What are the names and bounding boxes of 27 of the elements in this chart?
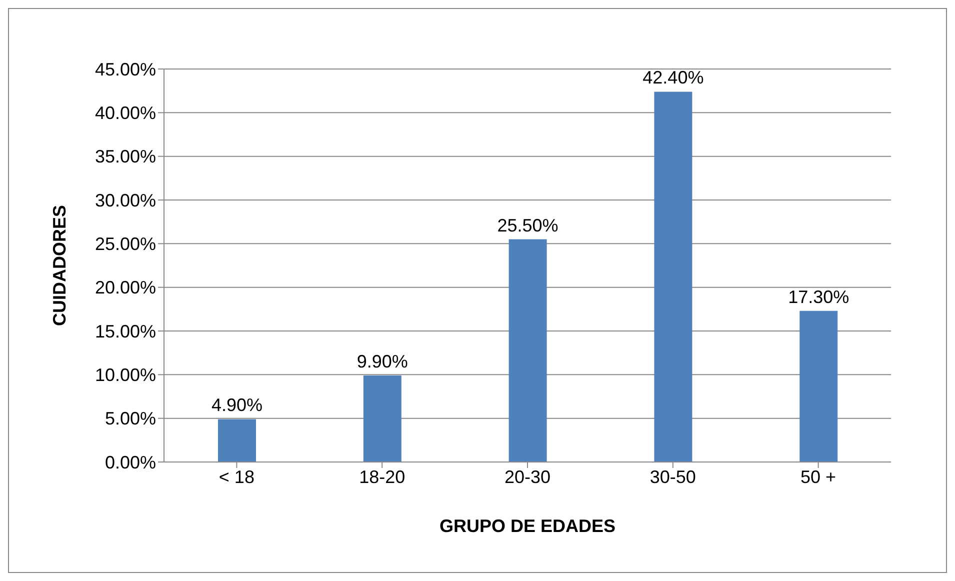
bar	[363, 376, 402, 462]
y-tick-label: 40.00%	[94, 103, 156, 124]
data-label: 9.90%	[356, 352, 408, 372]
x-tick-label: 18-20	[359, 466, 406, 487]
data-label: 4.90%	[211, 395, 263, 416]
y-tick-label: 25.00%	[94, 234, 156, 254]
y-tick-label: 10.00%	[94, 365, 156, 386]
y-tick-label: 5.00%	[104, 408, 156, 429]
bar	[654, 92, 692, 462]
bar	[800, 310, 838, 462]
x-tick-label: 20-30	[504, 466, 551, 487]
data-label: 17.30%	[788, 286, 850, 307]
y-tick-label: 0.00%	[104, 452, 156, 472]
y-tick-label: 30.00%	[94, 190, 156, 210]
y-axis-title: CUIDADORES	[49, 204, 70, 326]
data-label: 25.50%	[497, 215, 558, 236]
y-tick-label: 45.00%	[94, 59, 156, 80]
bar	[218, 419, 256, 462]
bar	[508, 239, 547, 462]
x-tick-label: < 18	[218, 466, 254, 487]
data-label: 42.40%	[642, 68, 704, 88]
y-tick-label: 35.00%	[94, 146, 156, 167]
x-axis-title: GRUPO DE EDADES	[439, 516, 616, 536]
x-tick-label: 50 +	[800, 466, 836, 487]
x-tick-label: 30-50	[650, 466, 696, 487]
y-tick-label: 20.00%	[94, 278, 156, 298]
y-tick-label: 15.00%	[94, 321, 156, 342]
